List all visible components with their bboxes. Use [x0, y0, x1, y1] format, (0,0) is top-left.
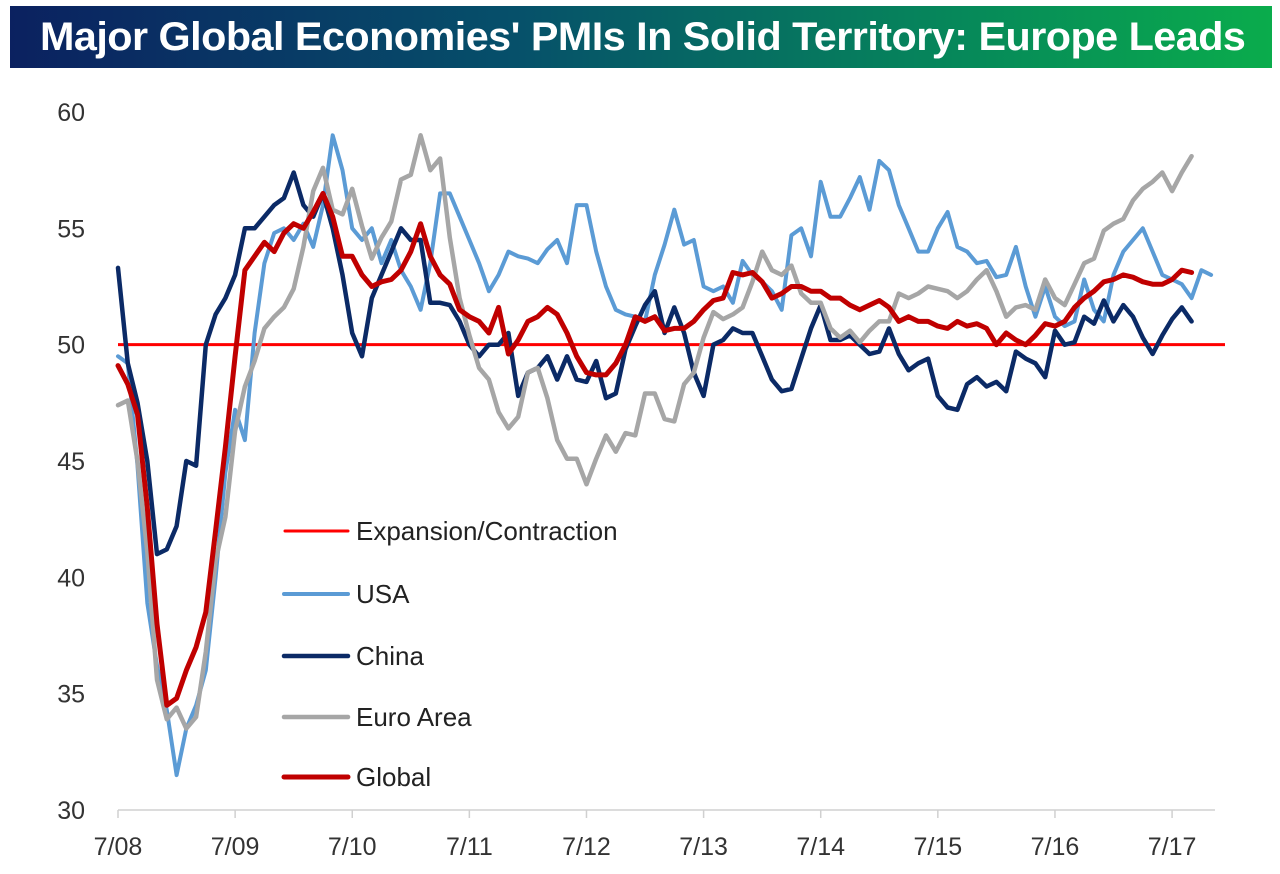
x-tick-label: 7/14 — [796, 833, 845, 861]
series-line-euro-area — [115, 133, 1194, 731]
title-bar: Major Global Economies' PMIs In Solid Te… — [10, 6, 1272, 68]
x-tick-label: 7/15 — [914, 833, 963, 861]
series-line-usa — [116, 133, 1214, 778]
x-tick-label: 7/10 — [328, 833, 377, 861]
x-tick-label: 7/16 — [1031, 833, 1080, 861]
x-tick-label: 7/11 — [446, 833, 493, 861]
legend-label: Expansion/Contraction — [356, 516, 618, 546]
y-tick-label: 55 — [57, 215, 85, 243]
legend-label: Global — [356, 762, 431, 792]
x-tick-label: 7/08 — [94, 833, 143, 861]
x-tick-label: 7/09 — [211, 833, 260, 861]
series-line-global — [115, 190, 1195, 708]
legend-label: China — [356, 641, 424, 671]
chart-title: Major Global Economies' PMIs In Solid Te… — [40, 15, 1246, 59]
x-tick-label: 7/13 — [679, 833, 728, 861]
y-tick-label: 30 — [57, 797, 85, 825]
y-tick-label: 40 — [57, 564, 85, 592]
series-lines — [115, 133, 1225, 778]
series-line-china — [115, 170, 1194, 557]
axes: 30 35 40 45 50 55 60 7/08 7/09 7/10 7/11 7/12 7/13 7/… — [57, 99, 1215, 861]
y-tick-label: 35 — [57, 681, 85, 709]
y-tick-label: 60 — [57, 99, 85, 127]
x-tick-label: 7/17 — [1148, 833, 1197, 861]
legend-label: Euro Area — [356, 702, 472, 732]
legend: Expansion/Contraction USA China Euro Area Gl… — [281, 516, 618, 792]
y-tick-label: 45 — [57, 448, 85, 476]
legend-label: USA — [356, 579, 410, 609]
y-tick-label: 50 — [57, 332, 85, 360]
x-tick-label: 7/12 — [562, 833, 611, 861]
